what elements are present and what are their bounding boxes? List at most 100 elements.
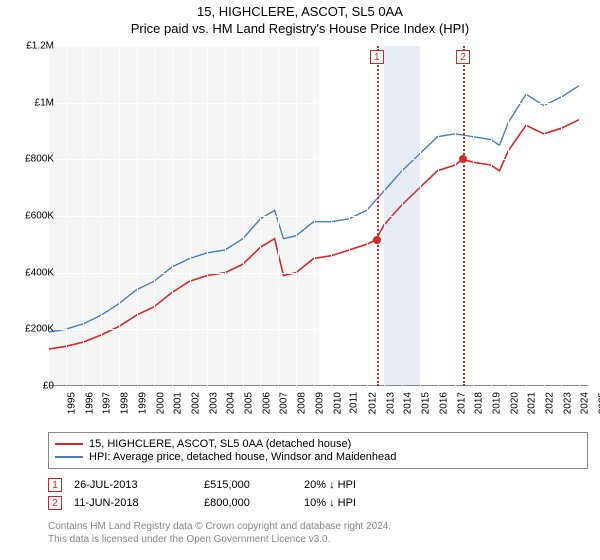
x-axis-label: 2024 <box>580 392 591 414</box>
gridline-v <box>83 46 84 386</box>
y-axis-label: £600K <box>25 211 54 222</box>
x-axis-label: 2010 <box>332 392 343 414</box>
gridline-v <box>508 46 509 386</box>
x-axis-label: 2014 <box>403 392 414 414</box>
transaction-date: 26-JUL-2013 <box>74 479 204 491</box>
footnote-line1: Contains HM Land Registry data © Crown c… <box>48 520 391 533</box>
x-axis-label: 2019 <box>491 392 502 414</box>
y-axis-label: £400K <box>25 267 54 278</box>
gridline-v <box>526 46 527 386</box>
x-axis-label: 1995 <box>66 392 77 414</box>
y-axis-label: £200K <box>25 324 54 335</box>
gridline-v <box>190 46 191 386</box>
x-axis-label: 2005 <box>243 392 254 414</box>
gridline-v <box>314 46 315 386</box>
x-axis-label: 2022 <box>544 392 555 414</box>
x-axis-label: 2016 <box>438 392 449 414</box>
legend-label: HPI: Average price, detached house, Wind… <box>89 451 396 463</box>
legend-swatch <box>55 443 83 445</box>
table-row: 211-JUN-2018£800,00010% ↓ HPI <box>48 494 384 512</box>
chart-plot-area: 12 <box>48 46 588 386</box>
x-axis-label: 2017 <box>456 392 467 414</box>
gridline-h <box>48 273 588 274</box>
y-axis-label: £800K <box>25 154 54 165</box>
y-axis-label: £1.2M <box>26 41 54 52</box>
transaction-price: £800,000 <box>204 497 304 509</box>
gridline-v <box>491 46 492 386</box>
gridline-v <box>561 46 562 386</box>
x-axis-label: 2023 <box>562 392 573 414</box>
legend: 15, HIGHCLERE, ASCOT, SL5 0AA (detached … <box>48 432 588 469</box>
x-axis-label: 2018 <box>473 392 484 414</box>
chart-title: 15, HIGHCLERE, ASCOT, SL5 0AA <box>0 4 600 19</box>
footnote: Contains HM Land Registry data © Crown c… <box>48 520 391 546</box>
transaction-vline <box>377 46 379 386</box>
x-axis-label: 1998 <box>119 392 130 414</box>
y-axis-label: £1M <box>35 97 54 108</box>
transaction-dot <box>373 236 381 244</box>
gridline-v <box>579 46 580 386</box>
gridline-v <box>420 46 421 386</box>
transaction-marker: 2 <box>48 496 62 510</box>
footnote-line2: This data is licensed under the Open Gov… <box>48 533 391 546</box>
x-axis-label: 2000 <box>155 392 166 414</box>
transaction-delta: 20% ↓ HPI <box>304 479 384 491</box>
x-axis-label: 2013 <box>385 392 396 414</box>
x-axis-label: 2004 <box>226 392 237 414</box>
legend-swatch <box>55 456 83 458</box>
x-axis-label: 2012 <box>367 392 378 414</box>
gridline-v <box>296 46 297 386</box>
x-axis-label: 2007 <box>279 392 290 414</box>
shaded-region <box>384 46 419 386</box>
transaction-table: 1 26-JUL-2013£515,00020% ↓ HPI 2 11-JUN-201… <box>48 476 384 512</box>
gridline-h <box>48 103 588 104</box>
gridline-v <box>438 46 439 386</box>
gridline-v <box>473 46 474 386</box>
gridline-v <box>331 46 332 386</box>
transaction-marker: 2 <box>456 50 470 64</box>
gridline-h <box>48 216 588 217</box>
x-axis-label: 2003 <box>208 392 219 414</box>
transaction-dot <box>459 155 467 163</box>
x-axis-label: 1997 <box>102 392 113 414</box>
gridline-h <box>48 46 588 47</box>
x-axis-label: 2020 <box>509 392 520 414</box>
table-row: 1 26-JUL-2013£515,00020% ↓ HPI <box>48 476 384 494</box>
gridline-h <box>48 159 588 160</box>
gridline-v <box>119 46 120 386</box>
x-axis-label: 2011 <box>349 392 360 414</box>
gridline-v <box>154 46 155 386</box>
transaction-vline <box>463 46 465 386</box>
transaction-marker: 1 <box>370 50 384 64</box>
gridline-v <box>243 46 244 386</box>
gridline-v <box>544 46 545 386</box>
gridline-v <box>137 46 138 386</box>
gridline-v <box>66 46 67 386</box>
chart-subtitle: Price paid vs. HM Land Registry's House … <box>0 21 600 36</box>
transaction-date: 11-JUN-2018 <box>74 497 204 509</box>
transaction-marker: 1 <box>48 478 62 492</box>
x-axis-label: 2001 <box>172 392 183 414</box>
gridline-v <box>349 46 350 386</box>
x-axis-label: 2021 <box>527 392 538 414</box>
gridline-v <box>278 46 279 386</box>
gridline-v <box>455 46 456 386</box>
y-axis-label: £0 <box>43 381 54 392</box>
chart-title-block: 15, HIGHCLERE, ASCOT, SL5 0AA Price paid… <box>0 0 600 36</box>
legend-row: 15, HIGHCLERE, ASCOT, SL5 0AA (detached … <box>55 438 581 450</box>
legend-label: 15, HIGHCLERE, ASCOT, SL5 0AA (detached … <box>89 438 351 450</box>
x-axis-label: 2006 <box>261 392 272 414</box>
gridline-v <box>207 46 208 386</box>
x-axis-label: 1999 <box>137 392 148 414</box>
gridline-v <box>225 46 226 386</box>
gridline-h <box>48 329 588 330</box>
gridline-v <box>367 46 368 386</box>
gridline-v <box>260 46 261 386</box>
x-axis-label: 2009 <box>314 392 325 414</box>
gridline-v <box>172 46 173 386</box>
x-axis-label: 2008 <box>296 392 307 414</box>
x-axis-label: 2002 <box>190 392 201 414</box>
gridline-v <box>101 46 102 386</box>
transaction-price: £515,000 <box>204 479 304 491</box>
legend-row: HPI: Average price, detached house, Wind… <box>55 451 581 463</box>
